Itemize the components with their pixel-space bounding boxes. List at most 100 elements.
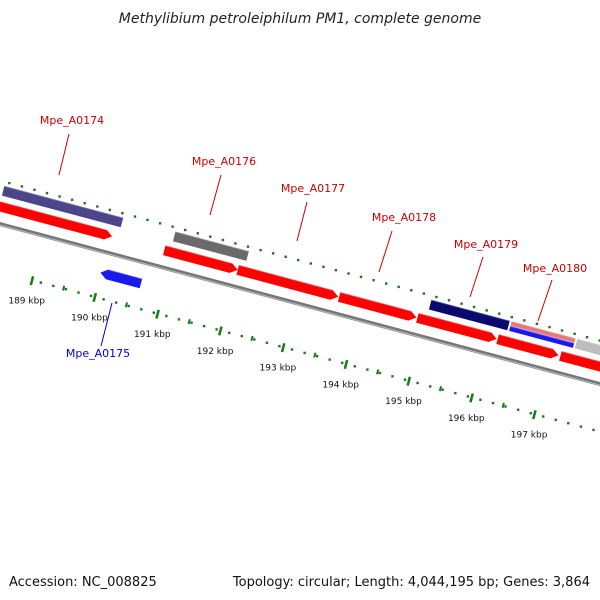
tick-label-194kbp: 194 kbp — [322, 380, 359, 390]
inner-guide-dot — [127, 304, 130, 308]
inner-guide-dot — [441, 388, 444, 391]
tick-label-192kbp: 192 kbp — [197, 347, 234, 357]
major-tick — [92, 292, 98, 303]
minor-tick — [438, 385, 443, 392]
cds-block-a0180-pink-shine — [511, 320, 576, 339]
outer-guide-dot — [510, 315, 513, 319]
leader-mpe_a0180 — [537, 279, 553, 322]
major-tick — [217, 326, 223, 336]
cds-block-a0180-blue — [509, 326, 575, 348]
gene-arrow-a0178-shine — [340, 291, 412, 312]
accession-text: Accession: NC_008825 — [9, 575, 157, 590]
leader-mpe_a0179 — [469, 256, 484, 298]
gene-arrow-a0179 — [416, 313, 497, 342]
gene-arrow-a0176 — [163, 245, 238, 273]
outer-guide-dot — [523, 319, 526, 322]
position-ticks: 189 kbp 190 kbp 191 kbp 192 kbp 193 kbp 194 k… — [8, 276, 548, 441]
outer-guide-dot — [271, 252, 275, 255]
major-tick — [406, 376, 412, 386]
inner-guide-dot — [529, 412, 532, 415]
outer-guide-dot — [70, 198, 74, 201]
leader-mpe_a0175 — [100, 302, 113, 347]
outer-guide-dot — [447, 299, 451, 302]
gene-label-mpe_a0174: Mpe_A0174 — [40, 114, 104, 127]
inner-guide-dot — [190, 321, 193, 324]
minor-tick — [501, 402, 505, 409]
inner-guide-dot — [140, 308, 143, 311]
outer-guide-dot — [45, 191, 49, 195]
outer-guide-dot — [334, 269, 338, 272]
inner-guide-dot — [504, 405, 507, 408]
inner-guide-dot — [403, 378, 407, 381]
gene-arrow-a0176-shine — [165, 244, 233, 264]
tick-label-197kbp: 197 kbp — [511, 431, 548, 441]
gene-arrow-a0177-shine — [238, 264, 333, 291]
outer-guide-dot — [322, 265, 325, 268]
minor-tick — [62, 285, 66, 291]
inner-guide-dot — [240, 334, 243, 338]
inner-guide-dot — [52, 284, 55, 288]
outer-guide-dot — [246, 245, 250, 248]
backbone-highlight — [0, 224, 600, 386]
inner-guide-dot — [89, 294, 93, 298]
feature-blocks — [0, 185, 600, 372]
cds-block-a0174 — [1, 185, 124, 228]
gene-arrow-a0174-shine — [0, 200, 107, 231]
cds-block-a0181-shine — [577, 337, 600, 346]
inner-guide-dot — [491, 401, 495, 405]
gene-arrow-a0180-shine — [498, 333, 554, 350]
outer-guide-dot — [422, 292, 426, 295]
inner-guide-dot — [542, 415, 545, 418]
inner-guide-dot — [152, 311, 155, 314]
inner-guide-dot — [554, 418, 557, 422]
inner-guide-dot — [303, 351, 306, 355]
outer-guide-dot — [359, 275, 363, 279]
outer-guide-dot — [121, 212, 124, 215]
outer-guide-dot — [573, 332, 576, 335]
inner-guide-dot — [228, 331, 231, 334]
major-tick — [469, 393, 474, 403]
cds-block-a0176 — [172, 231, 249, 261]
inner-guide-dot — [466, 395, 470, 398]
inner-guide-dot — [290, 348, 294, 351]
outer-guide-dot — [133, 215, 137, 218]
gene-arrow-a0177 — [236, 265, 339, 300]
gene-label-mpe_a0179: Mpe_A0179 — [454, 238, 518, 251]
inner-guide-dot — [479, 398, 482, 401]
outer-guide-dot — [221, 238, 225, 242]
outer-guide-dot — [435, 295, 438, 299]
inner-guide-dot — [429, 385, 432, 388]
gene-label-leaders — [58, 133, 553, 347]
tick-label-195kbp: 195 kbp — [385, 397, 422, 407]
inner-guide-dot — [592, 428, 595, 432]
tick-label-193kbp: 193 kbp — [260, 364, 297, 374]
inner-guide-dot — [102, 298, 105, 301]
inner-guide-dot — [64, 288, 68, 291]
outer-guide-dot — [83, 202, 86, 205]
outer-guide-dot — [560, 329, 564, 332]
outer-guide-dot — [171, 225, 174, 228]
tick-label-189kbp: 189 kbp — [8, 297, 45, 307]
outer-guide-dot — [259, 248, 262, 252]
inner-guide-dot — [215, 328, 218, 331]
outer-guide-dot — [297, 258, 300, 262]
inner-guide-dot — [579, 425, 583, 428]
cds-block-a0179 — [428, 299, 510, 331]
leader-mpe_a0177 — [296, 201, 308, 242]
backbone-line — [0, 221, 600, 387]
tick-label-190kbp: 190 kbp — [71, 313, 108, 323]
inner-guide-dot — [114, 301, 118, 304]
leader-mpe_a0178 — [378, 230, 393, 273]
outer-guide-dot — [234, 242, 237, 245]
outer-guide-dot — [485, 309, 488, 312]
outer-guide-dot — [598, 339, 600, 342]
genome-title: Methylibium petroleiphilum PM1, complete… — [119, 11, 481, 27]
gene-labels: Mpe_A0174 Mpe_A0175 Mpe_A0176 Mpe_A0177 Mpe_… — [40, 114, 587, 360]
outer-guide-dot — [535, 322, 539, 325]
minor-tick — [376, 369, 380, 375]
outer-guide-dot — [209, 235, 212, 238]
inner-guide-dot — [416, 381, 419, 385]
minor-tick — [250, 335, 254, 342]
outer-guide-dot — [8, 181, 11, 185]
minor-tick — [313, 352, 317, 358]
